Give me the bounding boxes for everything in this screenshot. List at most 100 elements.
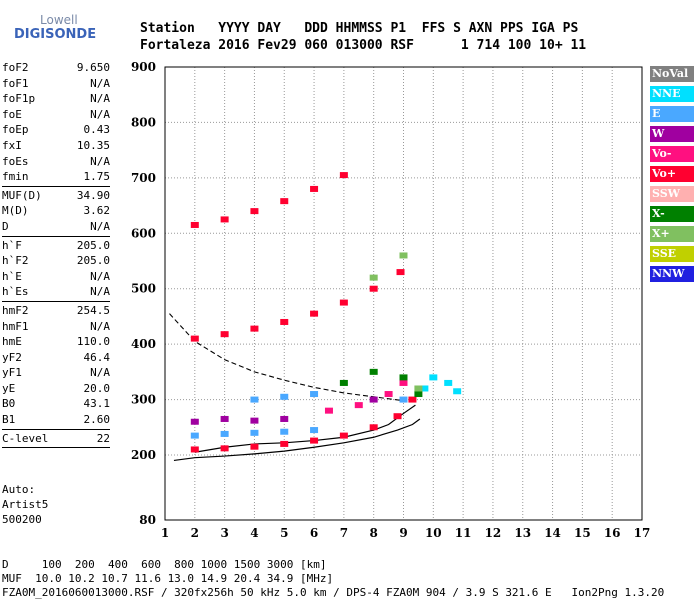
param-value: 3.62 [83,204,111,218]
param-value: 2.60 [83,413,111,427]
param-value: 22 [96,431,110,445]
param-value: N/A [90,319,110,333]
x-tick-label: 11 [455,526,472,540]
param-label: MUF(D) [2,188,42,202]
legend-item: NNW [650,266,694,282]
x-tick-label: 5 [280,526,288,540]
param-separator [2,428,110,430]
param-row: foEs N/A [2,154,110,170]
x-tick-label: 6 [310,526,318,540]
param-row: h`Es N/A [2,284,110,300]
data-point [339,379,348,386]
auto-line3: 500200 [2,513,42,526]
param-label: C-level [2,431,49,445]
param-label: M(D) [2,204,29,218]
data-point [280,428,289,435]
param-value: 1.75 [83,170,111,184]
param-row: hmF2 254.5 [2,303,110,319]
param-value: N/A [90,269,110,283]
param-label: yF1 [2,366,22,380]
param-label: hmF1 [2,319,29,333]
data-point [220,331,229,338]
x-tick-label: 14 [544,526,561,540]
model-curve-upper [194,404,416,453]
param-value: 205.0 [76,254,110,268]
param-row: h`E N/A [2,269,110,285]
param-value: N/A [90,219,110,233]
data-point [310,185,319,192]
param-value: 43.1 [83,397,111,411]
param-value: 20.0 [83,381,111,395]
data-point [220,445,229,452]
param-row: foEp 0.43 [2,122,110,138]
data-point [280,440,289,447]
param-label: h`E [2,269,22,283]
param-label: yE [2,381,16,395]
data-point [280,198,289,205]
parameter-list: foF2 9.650 foF1 N/A foF1p N/A foE N/A foEp 0.43 fx… [2,60,110,449]
footer-line2: MUF 10.0 10.2 10.7 11.6 13.0 14.9 20.4 3… [2,572,334,585]
data-point [393,413,402,420]
data-point [250,325,259,332]
y-tick-label: 200 [131,448,156,462]
legend-item: E [650,106,694,122]
param-row: foF1 N/A [2,76,110,92]
param-row: hmE 110.0 [2,334,110,350]
data-point [250,443,259,450]
data-point [310,427,319,434]
data-point [250,417,259,424]
x-tick-label: 13 [514,526,531,540]
y-tick-label: 600 [131,226,156,240]
param-label: foF1p [2,92,36,106]
legend: NoVal NNE E W Vo- Vo+ SSW X- X+ SSE NNW [650,66,694,286]
data-point [280,393,289,400]
param-label: D [2,219,9,233]
data-point [420,385,429,392]
param-label: fxI [2,138,22,152]
logo-line1: Lowell [40,13,78,27]
param-row: MUF(D) 34.90 [2,188,110,204]
param-label: h`Es [2,285,29,299]
param-row: B1 2.60 [2,412,110,428]
param-row: B0 43.1 [2,396,110,412]
param-value: N/A [90,366,110,380]
param-row: D N/A [2,219,110,235]
param-value: 0.43 [83,123,111,137]
auto-info: Auto: Artist5 500200 [2,482,48,527]
legend-item: NNE [650,86,694,102]
data-point [369,368,378,375]
param-value: 110.0 [76,335,110,349]
param-row: yF2 46.4 [2,350,110,366]
data-point [339,299,348,306]
x-tick-label: 3 [220,526,228,540]
param-label: yF2 [2,350,22,364]
param-value: N/A [90,107,110,121]
data-point [280,415,289,422]
param-row: M(D) 3.62 [2,203,110,219]
data-point [220,430,229,437]
param-row: fmin 1.75 [2,169,110,185]
y-tick-label: 900 [131,60,156,74]
param-label: foEs [2,154,29,168]
data-point [429,374,438,381]
y-tick-label: 80 [139,513,156,527]
data-point [190,432,199,439]
param-value: N/A [90,92,110,106]
param-value: N/A [90,76,110,90]
data-point [190,335,199,342]
legend-item: SSE [650,246,694,262]
param-label: foF2 [2,61,29,74]
param-label: h`F [2,238,22,252]
data-point [324,407,333,414]
profile-curve-dashed [169,313,404,402]
data-point [339,432,348,439]
param-row: h`F 205.0 [2,238,110,254]
data-point [190,446,199,453]
param-value: 46.4 [83,350,111,364]
data-point [220,415,229,422]
param-row: C-level 22 [2,431,110,447]
data-point [354,402,363,409]
data-point [399,252,408,259]
y-tick-label: 400 [131,337,156,351]
footer-line1: D 100 200 400 600 800 1000 1500 3000 [km… [2,558,327,571]
